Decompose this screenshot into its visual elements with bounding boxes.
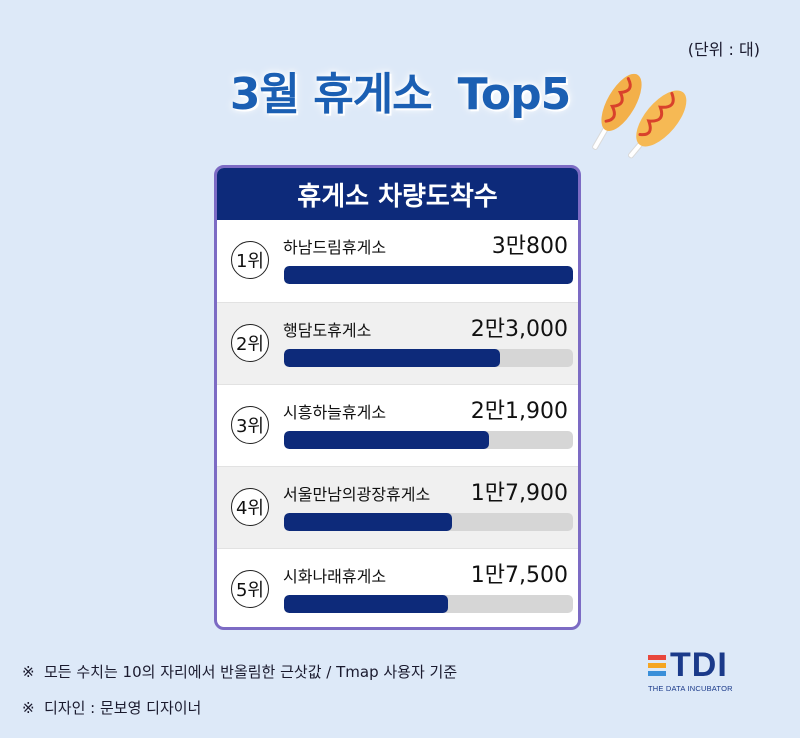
- corn-dog-icon: [592, 73, 687, 159]
- category-label: 서울만남의광장휴게소: [283, 485, 431, 504]
- logo-text: TDI: [670, 646, 728, 684]
- table-row: 1위 하남드림휴게소 3만800: [217, 220, 578, 302]
- bar: [284, 595, 449, 613]
- title-top5: Top5: [457, 69, 572, 120]
- table-row: 5위 시화나래휴게소 1만7,500: [217, 548, 578, 627]
- bar-track: [284, 431, 573, 449]
- table-row: 2위 행담도휴게소 2만3,000: [217, 302, 578, 384]
- footnotes: ※ 모든 수치는 10의 자리에서 반올림한 근삿값 / Tmap 사용자 기준 …: [22, 654, 457, 726]
- page-title: 3월 휴게소 Top5: [0, 58, 800, 122]
- chart-card: 휴게소 차량도착수 1위 하남드림휴게소 3만800 2위 행담도휴게소 2만3,000 3…: [214, 165, 581, 630]
- bar: [284, 513, 452, 531]
- bar: [284, 349, 500, 367]
- bar-track: [284, 266, 573, 284]
- rank-badge: 2위: [231, 324, 269, 362]
- table-row: 4위 서울만남의광장휴게소 1만7,900: [217, 466, 578, 548]
- rank-badge: 4위: [231, 488, 269, 526]
- logo-bars: [648, 654, 666, 676]
- value-label: 2만1,900: [470, 399, 568, 424]
- rank-badge: 5위: [231, 570, 269, 608]
- value-label: 2만3,000: [470, 317, 568, 342]
- category-label: 행담도휴게소: [283, 321, 372, 340]
- category-label: 하남드림휴게소: [283, 238, 387, 257]
- title-main: 3월 휴게소: [229, 69, 433, 120]
- value-label: 3만800: [491, 234, 568, 259]
- category-label: 시화나래휴게소: [283, 567, 387, 586]
- bar-track: [284, 513, 573, 531]
- table-row: 3위 시흥하늘휴게소 2만1,900: [217, 384, 578, 466]
- logo-subtitle: THE DATA INCUBATOR: [648, 684, 733, 693]
- bar-track: [284, 349, 573, 367]
- value-label: 1만7,500: [470, 563, 568, 588]
- category-label: 시흥하늘휴게소: [283, 403, 387, 422]
- bar-track: [284, 595, 573, 613]
- unit-label: (단위 : 대): [687, 40, 760, 59]
- chart-title: 휴게소 차량도착수: [217, 168, 578, 220]
- chart-rows: 1위 하남드림휴게소 3만800 2위 행담도휴게소 2만3,000 3위 시흥하늘휴게소 2만…: [217, 220, 578, 627]
- bar: [284, 266, 573, 284]
- footnote-2: ※ 디자인 : 문보영 디자이너: [22, 699, 202, 717]
- rank-badge: 1위: [231, 241, 269, 279]
- tdi-logo: TDI THE DATA INCUBATOR: [648, 648, 760, 693]
- bar: [284, 431, 490, 449]
- value-label: 1만7,900: [470, 481, 568, 506]
- footnote-1: ※ 모든 수치는 10의 자리에서 반올림한 근삿값 / Tmap 사용자 기준: [22, 663, 458, 681]
- rank-badge: 3위: [231, 406, 269, 444]
